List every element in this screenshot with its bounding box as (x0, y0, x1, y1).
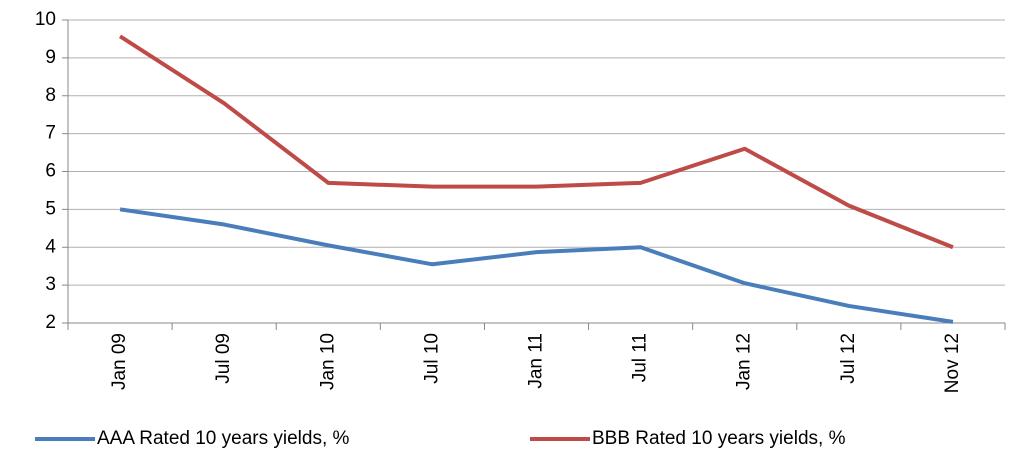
y-tick-label: 10 (35, 9, 56, 30)
x-tick-label: Jul 12 (838, 333, 859, 384)
x-tick-label: Jul 11 (630, 333, 651, 382)
y-tick-label: 3 (45, 274, 56, 295)
x-tick-label: Jan 12 (734, 333, 755, 390)
x-tick-label: Jan 11 (526, 333, 547, 389)
y-tick-label: 8 (45, 85, 56, 106)
legend-label: AAA Rated 10 years yields, % (97, 428, 350, 449)
x-tick-label: Jan 09 (109, 333, 130, 390)
y-tick-label: 2 (45, 312, 56, 333)
y-tick-label: 7 (45, 123, 56, 144)
y-tick-label: 6 (45, 161, 56, 182)
x-tick-label: Jul 10 (421, 333, 442, 384)
series-line (118, 34, 954, 250)
series-line (119, 207, 954, 324)
y-tick-label: 9 (45, 47, 56, 68)
x-tick-label: Nov 12 (942, 333, 963, 393)
y-tick-label: 5 (45, 198, 56, 219)
x-tick-label: Jul 09 (213, 333, 234, 384)
x-tick-label: Jan 10 (317, 333, 338, 390)
y-tick-label: 4 (45, 236, 56, 257)
legend-label: BBB Rated 10 years yields, % (592, 428, 846, 449)
